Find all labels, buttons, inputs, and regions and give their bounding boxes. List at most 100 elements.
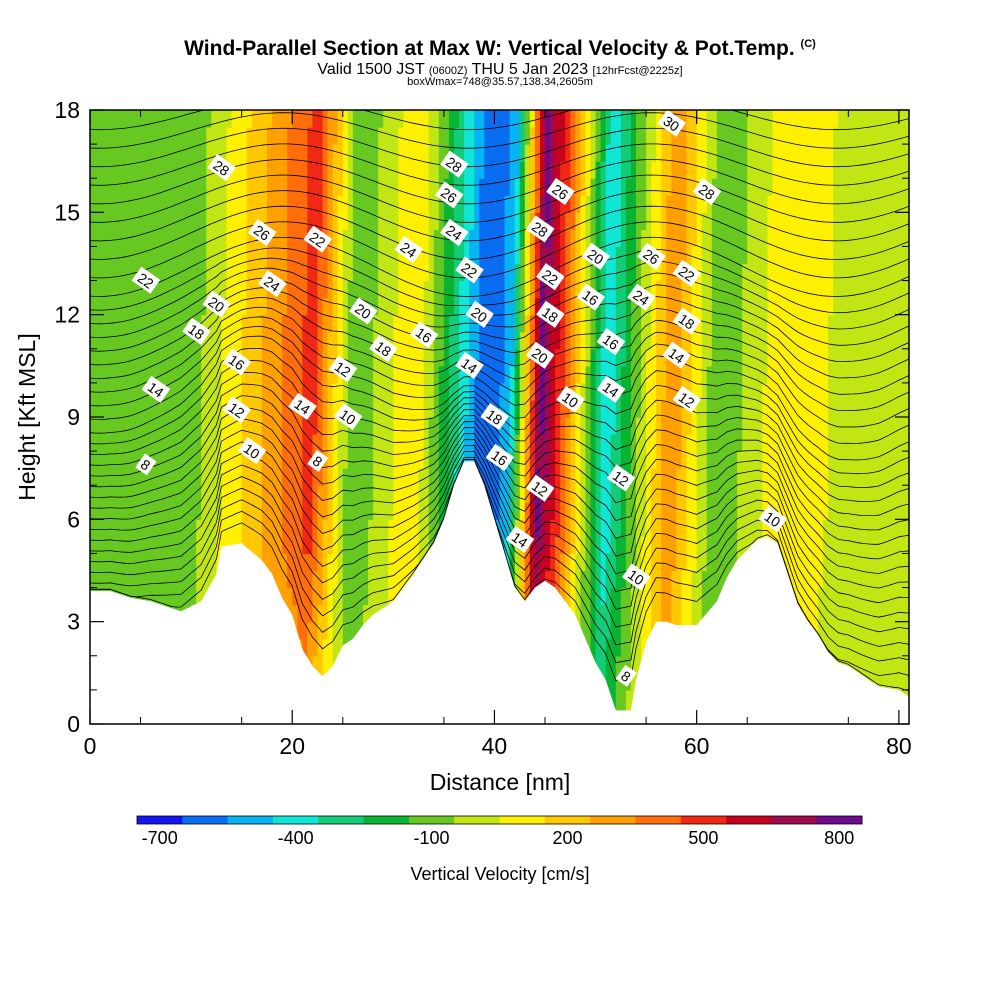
field-cell bbox=[115, 348, 121, 367]
field-cell bbox=[170, 263, 177, 282]
field-cell bbox=[403, 212, 410, 230]
field-cell bbox=[651, 110, 657, 128]
field-cell bbox=[312, 587, 319, 606]
field-cell bbox=[307, 553, 314, 572]
field-cell bbox=[403, 331, 410, 350]
field-cell bbox=[236, 161, 243, 179]
field-cell bbox=[560, 280, 566, 299]
field-cell bbox=[155, 468, 162, 486]
field-cell bbox=[327, 485, 334, 503]
field-cell bbox=[555, 451, 561, 469]
field-cell bbox=[398, 519, 405, 537]
field-cell bbox=[747, 263, 753, 282]
field-cell bbox=[701, 161, 708, 179]
field-cell bbox=[787, 434, 794, 452]
field-cell bbox=[560, 434, 566, 452]
field-cell bbox=[504, 382, 511, 401]
field-cell bbox=[727, 229, 733, 248]
field-cell bbox=[782, 331, 789, 350]
field-cell bbox=[216, 280, 223, 299]
field-cell bbox=[524, 485, 531, 503]
field-cell bbox=[646, 417, 652, 435]
field-cell bbox=[272, 536, 278, 555]
field-cell bbox=[352, 553, 359, 572]
field-cell bbox=[165, 519, 172, 537]
field-cell bbox=[282, 314, 288, 333]
field-cell bbox=[711, 297, 718, 316]
field-cell bbox=[666, 468, 672, 486]
field-cell bbox=[383, 399, 389, 418]
field-cell bbox=[191, 110, 197, 128]
field-cell bbox=[580, 485, 587, 503]
field-cell bbox=[585, 382, 592, 401]
field-cell bbox=[732, 553, 738, 572]
field-cell bbox=[580, 399, 587, 418]
field-cell bbox=[706, 365, 713, 384]
field-cell bbox=[246, 195, 253, 213]
field-cell bbox=[676, 485, 683, 503]
field-cell bbox=[711, 587, 718, 606]
field-cell bbox=[398, 161, 405, 179]
field-cell bbox=[272, 246, 278, 265]
field-cell bbox=[383, 178, 389, 196]
field-cell bbox=[641, 263, 647, 282]
field-cell bbox=[701, 382, 708, 401]
field-cell bbox=[186, 587, 192, 606]
field-cell bbox=[464, 331, 470, 350]
field-cell bbox=[130, 263, 137, 282]
field-cell bbox=[378, 246, 384, 265]
field-cell bbox=[732, 246, 738, 265]
field-cell bbox=[459, 110, 465, 128]
field-cell bbox=[287, 382, 293, 401]
field-cell bbox=[130, 451, 137, 469]
field-cell bbox=[352, 263, 359, 282]
field-cell bbox=[701, 195, 708, 213]
field-cell bbox=[191, 519, 197, 537]
field-cell bbox=[95, 365, 101, 384]
field-cell bbox=[742, 297, 748, 316]
field-cell bbox=[246, 331, 253, 350]
field-cell bbox=[742, 314, 748, 333]
field-cell bbox=[433, 161, 440, 179]
field-cell bbox=[615, 365, 622, 384]
field-cell bbox=[398, 536, 405, 555]
field-cell bbox=[630, 314, 637, 333]
field-cell bbox=[529, 519, 536, 537]
field-cell bbox=[762, 314, 769, 333]
field-cell bbox=[474, 399, 480, 418]
field-cell bbox=[383, 519, 389, 537]
field-cell bbox=[423, 127, 430, 145]
field-cell bbox=[524, 451, 531, 469]
field-cell bbox=[413, 365, 420, 384]
field-cell bbox=[297, 127, 303, 145]
field-cell bbox=[302, 314, 308, 333]
field-cell bbox=[696, 212, 703, 230]
field-cell bbox=[575, 587, 581, 606]
field-cell bbox=[312, 110, 319, 128]
field-cell bbox=[196, 127, 202, 145]
field-cell bbox=[777, 110, 784, 128]
field-cell bbox=[337, 212, 344, 230]
field-cell bbox=[499, 246, 506, 265]
field-cell bbox=[282, 178, 288, 196]
field-cell bbox=[499, 382, 506, 401]
field-cell bbox=[636, 144, 642, 162]
field-cell bbox=[292, 519, 298, 537]
field-cell bbox=[266, 161, 273, 179]
field-cell bbox=[352, 621, 359, 640]
field-cell bbox=[413, 399, 420, 418]
field-cell bbox=[337, 314, 344, 333]
field-cell bbox=[115, 246, 121, 265]
field-cell bbox=[266, 468, 273, 486]
field-cell bbox=[277, 161, 283, 179]
field-cell bbox=[105, 451, 111, 469]
field-cell bbox=[368, 212, 374, 230]
field-cell bbox=[656, 144, 662, 162]
field-cell bbox=[565, 365, 571, 384]
field-cell bbox=[368, 485, 374, 503]
field-cell bbox=[610, 519, 617, 537]
field-cell bbox=[696, 144, 703, 162]
field-cell bbox=[332, 485, 339, 503]
field-cell bbox=[211, 553, 217, 572]
field-cell bbox=[630, 434, 637, 452]
